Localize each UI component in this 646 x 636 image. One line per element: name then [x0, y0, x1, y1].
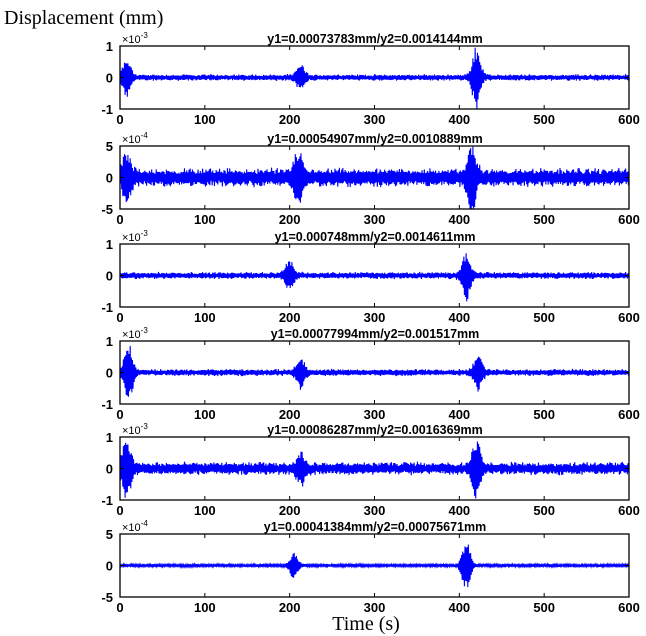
x-tick-label: 100 [194, 503, 216, 518]
x-tick-label: 100 [194, 407, 216, 422]
axis-multiplier-exponent: -3 [141, 422, 149, 431]
axis-multiplier: ×10-3 [122, 422, 148, 437]
axis-multiplier: ×10-3 [122, 31, 148, 46]
y-tick-label: -1 [101, 397, 113, 412]
x-tick-label: 300 [364, 112, 386, 127]
y-tick-label: 0 [106, 462, 113, 477]
series-line [119, 146, 630, 210]
y-tick-label: 5 [106, 527, 113, 542]
axis-multiplier: ×10-3 [122, 229, 148, 244]
x-tick-label: 500 [533, 503, 555, 518]
x-tick-label: 500 [533, 600, 555, 615]
x-tick-label: 600 [618, 407, 640, 422]
x-tick-label: 200 [279, 600, 301, 615]
y-tick-label: 1 [106, 430, 113, 445]
x-axis-label: Time (s) [332, 613, 400, 635]
y-tick-label: 1 [106, 237, 113, 252]
x-tick-label: 0 [116, 407, 123, 422]
x-tick-label: 100 [194, 600, 216, 615]
x-tick-label: 600 [618, 310, 640, 325]
y-axis-label: Displacement (mm) [4, 7, 163, 29]
x-tick-label: 600 [618, 212, 640, 227]
y-tick-label: 0 [106, 366, 113, 381]
y-tick-label: 0 [106, 559, 113, 574]
x-tick-label: 400 [448, 212, 470, 227]
x-tick-label: 100 [194, 112, 216, 127]
y-tick-label: 1 [106, 334, 113, 349]
x-tick-label: 200 [279, 310, 301, 325]
series-line [119, 441, 630, 499]
x-tick-label: 400 [448, 600, 470, 615]
x-tick-label: 200 [279, 112, 301, 127]
x-tick-label: 600 [618, 503, 640, 518]
x-tick-label: 200 [279, 212, 301, 227]
y-tick-label: 5 [106, 139, 113, 154]
y-tick-label: 0 [106, 171, 113, 186]
x-tick-label: 200 [279, 503, 301, 518]
panel-title: y1=0.00077994mm/y2=0.001517mm [271, 327, 480, 341]
x-tick-label: 0 [116, 310, 123, 325]
axis-multiplier-exponent: -3 [141, 31, 149, 40]
series-line [119, 544, 630, 588]
x-tick-label: 400 [448, 112, 470, 127]
x-tick-label: 300 [364, 212, 386, 227]
axis-multiplier-exponent: -4 [141, 519, 149, 528]
y-tick-label: -1 [101, 300, 113, 315]
axis-multiplier: ×10-4 [122, 519, 148, 534]
axis-multiplier-exponent: -3 [141, 326, 149, 335]
series-line [119, 253, 630, 302]
x-tick-label: 400 [448, 503, 470, 518]
y-tick-label: 0 [106, 71, 113, 86]
axis-multiplier-exponent: -3 [141, 229, 149, 238]
panel-title: y1=0.00041384mm/y2=0.00075671mm [264, 520, 486, 534]
x-tick-label: 0 [116, 212, 123, 227]
x-tick-label: 300 [364, 503, 386, 518]
x-tick-label: 600 [618, 112, 640, 127]
axis-multiplier: ×10-3 [122, 326, 148, 341]
x-tick-label: 500 [533, 310, 555, 325]
x-tick-label: 500 [533, 112, 555, 127]
x-tick-label: 300 [364, 407, 386, 422]
x-tick-label: 100 [194, 310, 216, 325]
x-tick-label: 0 [116, 112, 123, 127]
x-tick-label: 600 [618, 600, 640, 615]
y-tick-label: 1 [106, 39, 113, 54]
x-tick-label: 200 [279, 407, 301, 422]
x-tick-label: 500 [533, 407, 555, 422]
x-tick-label: 500 [533, 212, 555, 227]
x-tick-label: 0 [116, 600, 123, 615]
axis-multiplier-exponent: -4 [141, 131, 149, 140]
x-tick-label: 400 [448, 310, 470, 325]
y-tick-label: -1 [101, 493, 113, 508]
panel-title: y1=0.00073783mm/y2=0.0014144mm [267, 32, 482, 46]
series-line [119, 47, 630, 109]
x-tick-label: 100 [194, 212, 216, 227]
x-tick-label: 0 [116, 503, 123, 518]
series-line [119, 345, 630, 397]
y-tick-label: 0 [106, 269, 113, 284]
x-tick-label: 300 [364, 600, 386, 615]
panel-title: y1=0.00086287mm/y2=0.0016369mm [267, 423, 482, 437]
y-tick-label: -5 [101, 590, 113, 605]
y-tick-label: -1 [101, 102, 113, 117]
x-tick-label: 300 [364, 310, 386, 325]
axis-multiplier: ×10-4 [122, 131, 148, 146]
y-tick-label: -5 [101, 202, 113, 217]
x-tick-label: 400 [448, 407, 470, 422]
panel-title: y1=0.000748mm/y2=0.0014611mm [275, 230, 476, 244]
panel-title: y1=0.00054907mm/y2=0.0010889mm [267, 132, 482, 146]
